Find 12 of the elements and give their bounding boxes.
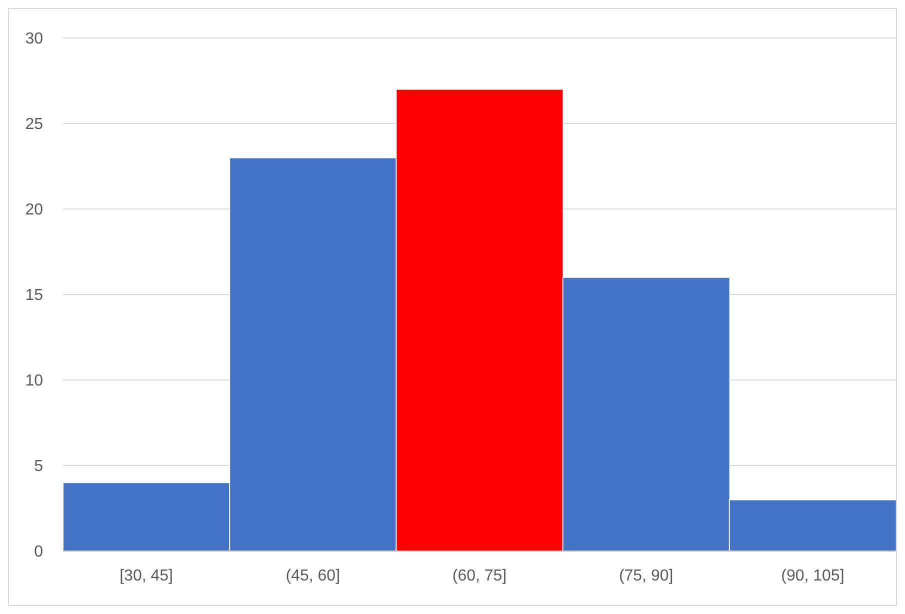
- y-tick-label: 10: [25, 372, 44, 390]
- y-tick-label: 0: [34, 544, 44, 561]
- x-tick-label: (75, 90]: [618, 567, 674, 584]
- y-tick-label: 20: [25, 202, 44, 219]
- x-tick-label: (45, 60]: [286, 567, 340, 584]
- x-tick-label: (90, 105]: [781, 567, 844, 584]
- y-tick-label: 25: [25, 116, 44, 134]
- y-tick-label: 30: [25, 30, 44, 48]
- y-tick-label: 15: [25, 287, 44, 304]
- x-tick-label: (60, 75]: [452, 567, 507, 584]
- y-tick-label: 5: [34, 458, 44, 476]
- x-tick-label: [30, 45]: [120, 567, 173, 584]
